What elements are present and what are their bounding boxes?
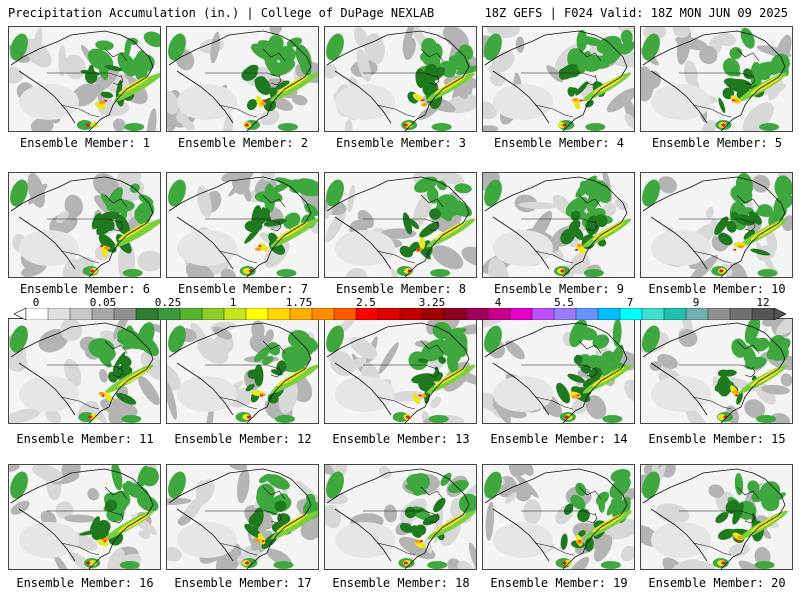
ensemble-member-map xyxy=(324,464,477,570)
colorbar-swatch xyxy=(531,308,555,320)
colorbar-swatch xyxy=(355,308,379,320)
ensemble-member-map xyxy=(640,318,793,424)
colorbar-swatch xyxy=(289,308,313,320)
colorbar-swatch xyxy=(465,308,489,320)
colorbar-tick-label: 0.25 xyxy=(154,296,182,309)
colorbar-swatch xyxy=(333,308,357,320)
ensemble-member-label: Ensemble Member: 16 xyxy=(16,576,154,590)
run-info: 18Z GEFS | F024 Valid: 18Z MON JUN 09 20… xyxy=(484,6,788,20)
ensemble-member-map xyxy=(8,464,161,570)
colorbar-swatch xyxy=(157,308,181,320)
colorbar-arrow-left xyxy=(14,308,27,320)
colorbar-swatch xyxy=(311,308,335,320)
ensemble-member-map xyxy=(8,172,161,278)
colorbar-swatch xyxy=(729,308,753,320)
colorbar-tick-label: 5.5 xyxy=(554,296,574,309)
colorbar-swatch xyxy=(641,308,665,320)
colorbar-swatch xyxy=(663,308,687,320)
ensemble-member-map xyxy=(640,464,793,570)
ensemble-member-label: Ensemble Member: 10 xyxy=(648,282,786,296)
colorbar-swatch xyxy=(487,308,511,320)
ensemble-member-map xyxy=(166,318,319,424)
ensemble-member-label: Ensemble Member: 6 xyxy=(19,282,151,296)
colorbar-swatch xyxy=(421,308,445,320)
ensemble-member-label: Ensemble Member: 2 xyxy=(177,136,309,150)
ensemble-member-map xyxy=(640,172,793,278)
ensemble-member-label: Ensemble Member: 13 xyxy=(332,432,470,446)
ensemble-member-map xyxy=(482,26,635,132)
ensemble-member-map xyxy=(324,26,477,132)
precip-colorbar xyxy=(14,308,786,320)
colorbar-tick-label: 1 xyxy=(229,296,237,309)
ensemble-member-label: Ensemble Member: 20 xyxy=(648,576,786,590)
colorbar-tick-label: 2.5 xyxy=(356,296,376,309)
ensemble-member-label: Ensemble Member: 11 xyxy=(16,432,154,446)
ensemble-member-label: Ensemble Member: 4 xyxy=(493,136,625,150)
colorbar-swatch xyxy=(685,308,709,320)
colorbar-swatch xyxy=(377,308,401,320)
colorbar-swatch xyxy=(443,308,467,320)
colorbar-swatch xyxy=(707,308,731,320)
colorbar-swatch xyxy=(619,308,643,320)
colorbar-tick-label: 7 xyxy=(626,296,634,309)
ensemble-member-map xyxy=(482,172,635,278)
colorbar-labels: 0 0.05 0.25 1 1.75 2.5 3.25 4 5.5 7 9 12 xyxy=(0,296,800,309)
colorbar-swatch xyxy=(267,308,291,320)
ensemble-member-map xyxy=(8,26,161,132)
colorbar-swatch xyxy=(179,308,203,320)
colorbar-swatch xyxy=(245,308,269,320)
colorbar-swatch xyxy=(113,308,137,320)
colorbar-tick-label: 0 xyxy=(32,296,40,309)
ensemble-member-map xyxy=(166,172,319,278)
colorbar-swatch xyxy=(91,308,115,320)
colorbar-tick-label: 4 xyxy=(494,296,502,309)
ensemble-member-map xyxy=(166,26,319,132)
ensemble-member-map xyxy=(482,318,635,424)
colorbar-swatch xyxy=(399,308,423,320)
ensemble-member-label: Ensemble Member: 1 xyxy=(19,136,151,150)
page-title: Precipitation Accumulation (in.) | Colle… xyxy=(8,6,435,20)
colorbar-arrow-right xyxy=(773,308,786,320)
colorbar-swatch xyxy=(201,308,225,320)
colorbar-swatch xyxy=(69,308,93,320)
ensemble-member-map xyxy=(324,172,477,278)
colorbar-tick-label: 1.75 xyxy=(285,296,313,309)
colorbar-swatch xyxy=(509,308,533,320)
colorbar-swatch xyxy=(751,308,775,320)
colorbar-swatch xyxy=(223,308,247,320)
colorbar-tick-label: 3.25 xyxy=(418,296,446,309)
colorbar-tick-label: 0.05 xyxy=(89,296,117,309)
ensemble-member-label: Ensemble Member: 5 xyxy=(651,136,783,150)
ensemble-member-label: Ensemble Member: 9 xyxy=(493,282,625,296)
ensemble-member-label: Ensemble Member: 17 xyxy=(174,576,312,590)
colorbar-swatch xyxy=(575,308,599,320)
ensemble-member-map xyxy=(640,26,793,132)
colorbar-swatch xyxy=(25,308,49,320)
ensemble-member-map xyxy=(324,318,477,424)
colorbar-swatch xyxy=(135,308,159,320)
ensemble-member-label: Ensemble Member: 15 xyxy=(648,432,786,446)
ensemble-member-label: Ensemble Member: 3 xyxy=(335,136,467,150)
ensemble-member-label: Ensemble Member: 19 xyxy=(490,576,628,590)
colorbar-tick-label: 9 xyxy=(692,296,700,309)
ensemble-member-label: Ensemble Member: 7 xyxy=(177,282,309,296)
colorbar-swatch xyxy=(597,308,621,320)
ensemble-member-map xyxy=(482,464,635,570)
ensemble-member-label: Ensemble Member: 12 xyxy=(174,432,312,446)
colorbar-swatch xyxy=(47,308,71,320)
ensemble-member-label: Ensemble Member: 14 xyxy=(490,432,628,446)
ensemble-member-map xyxy=(166,464,319,570)
ensemble-member-label: Ensemble Member: 8 xyxy=(335,282,467,296)
colorbar-tick-label: 12 xyxy=(756,296,770,309)
ensemble-member-label: Ensemble Member: 18 xyxy=(332,576,470,590)
ensemble-member-map xyxy=(8,318,161,424)
colorbar-swatch xyxy=(553,308,577,320)
